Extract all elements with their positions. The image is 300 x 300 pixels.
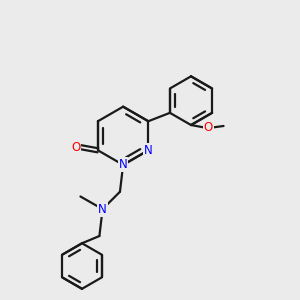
Text: O: O	[204, 121, 213, 134]
Text: N: N	[144, 144, 153, 157]
Text: N: N	[119, 158, 128, 171]
Text: N: N	[98, 202, 107, 216]
Text: O: O	[71, 141, 80, 154]
